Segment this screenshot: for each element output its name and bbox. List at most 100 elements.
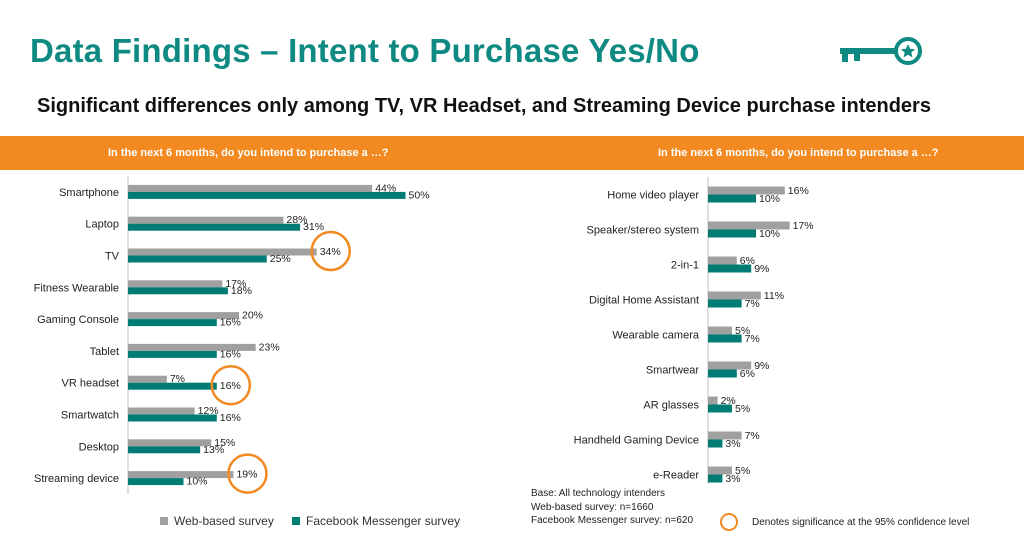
bar-value-label: 10% (759, 228, 780, 240)
category-label: Speaker/stereo system (587, 225, 700, 237)
legend-web-label: Web-based survey (174, 514, 274, 528)
left-chart-banner: In the next 6 months, do you intend to p… (0, 136, 520, 170)
fb-survey-bar (128, 191, 406, 199)
bar-value-label: 2% (721, 395, 736, 407)
bar-value-label: 3% (725, 473, 740, 484)
bar-value-label: 34% (320, 246, 341, 258)
web-survey-bar (128, 407, 195, 415)
bar-value-label: 15% (214, 437, 235, 449)
left-bar-chart: Smartphone 44% 50% Laptop 28%31% TV 34% 25% Fitn… (34, 176, 430, 494)
web-survey-bar (128, 375, 167, 383)
right-chart-banner: In the next 6 months, do you intend to p… (520, 136, 1024, 170)
significance-legend: Denotes significance at the 95% confiden… (720, 513, 969, 531)
bar-value-label: 19% (236, 469, 257, 481)
category-label: Smartwear (646, 365, 700, 377)
fb-survey-bar (708, 299, 742, 308)
bar-value-label: 5% (735, 403, 750, 415)
fb-survey-bar (128, 478, 184, 486)
bar-value-label: 11% (764, 290, 784, 302)
category-label: AR glasses (643, 400, 699, 412)
bar-value-label: 7% (745, 430, 760, 442)
page-title: Data Findings – Intent to Purchase Yes/N… (30, 32, 700, 69)
web-survey-bar (708, 221, 790, 230)
bar-value-label: 16% (220, 317, 241, 329)
fb-survey-bar (128, 255, 267, 263)
bar-value-label: 20% (242, 310, 263, 322)
web-survey-bar (128, 248, 317, 256)
right-bar-chart: Home video player 16% 10% Speaker/stereo sy… (574, 177, 814, 484)
page-subtitle: Significant differences only among TV, V… (37, 95, 931, 117)
category-label: VR headset (62, 378, 119, 390)
legend-fb: Facebook Messenger survey (292, 514, 460, 528)
web-survey-bar (708, 466, 732, 475)
fb-survey-bar (708, 439, 723, 448)
bar-value-label: 12% (198, 405, 219, 417)
legend-web-swatch (160, 517, 168, 525)
category-label: Wearable camera (612, 330, 699, 342)
significance-highlight-circle (310, 230, 351, 272)
significance-circle-icon (720, 513, 738, 531)
web-survey-bar (708, 431, 742, 440)
bar-value-label: 25% (270, 253, 291, 265)
category-label: Streaming device (34, 473, 119, 485)
bar-value-label: 44% (375, 182, 396, 194)
category-label: Gaming Console (37, 314, 119, 326)
bar-value-label: 9% (754, 360, 769, 372)
category-label: Smartwatch (61, 410, 119, 422)
bar-value-label: 6% (740, 368, 755, 380)
base-note: Base: All technology intenders Web-based… (531, 487, 693, 528)
bar-value-label: 31% (303, 221, 324, 233)
legend-web: Web-based survey (160, 514, 274, 528)
fb-survey-bar (128, 446, 201, 454)
fb-survey-bar (708, 229, 756, 238)
legend-fb-swatch (292, 517, 300, 525)
web-survey-bar (128, 439, 212, 447)
significance-highlight-circle (227, 453, 268, 494)
bar-value-label: 7% (745, 298, 760, 310)
fb-survey-bar (708, 194, 756, 203)
fb-survey-bar (128, 223, 301, 231)
category-label: Smartphone (59, 187, 119, 199)
category-label: TV (105, 251, 120, 263)
web-survey-bar (128, 216, 284, 224)
category-label: Fitness Wearable (34, 282, 119, 294)
fb-survey-bar (128, 350, 217, 358)
base-note-web-n: Web-based survey: n=1660 (531, 501, 654, 513)
category-label: Desktop (79, 441, 119, 453)
fb-survey-bar (128, 319, 217, 327)
significance-highlight-circle (210, 364, 252, 406)
web-survey-bar (128, 471, 234, 479)
fb-survey-bar (128, 382, 217, 390)
base-note-fb-n: Facebook Messenger survey: n=620 (531, 515, 694, 526)
bar-value-label: 50% (409, 189, 430, 201)
bar-value-label: 16% (788, 185, 809, 197)
bar-value-label: 10% (759, 193, 780, 205)
web-survey-bar (128, 312, 239, 320)
web-survey-bar (708, 361, 752, 370)
fb-survey-bar (128, 414, 217, 422)
bar-value-label: 6% (740, 255, 755, 267)
bar-value-label: 5% (735, 325, 750, 337)
bar-value-label: 16% (220, 380, 241, 392)
category-label: Digital Home Assistant (589, 295, 699, 307)
bar-value-label: 10% (187, 476, 208, 488)
bar-value-label: 3% (725, 438, 740, 450)
web-survey-bar (708, 256, 737, 265)
bar-value-label: 16% (220, 348, 241, 360)
bar-value-label: 18% (231, 285, 252, 297)
significance-label: Denotes significance at the 95% confiden… (752, 516, 970, 528)
bar-value-label: 17% (793, 220, 814, 232)
bar-value-label: 23% (259, 341, 280, 353)
fb-survey-bar (128, 287, 228, 295)
web-survey-bar (708, 291, 761, 300)
web-survey-bar (708, 396, 718, 405)
web-survey-bar (128, 280, 223, 288)
web-survey-bar (128, 343, 256, 351)
category-label: Handheld Gaming Device (574, 435, 699, 447)
fb-survey-bar (708, 474, 723, 483)
fb-survey-bar (708, 264, 752, 273)
category-label: 2-in-1 (671, 260, 699, 272)
legend-fb-label: Facebook Messenger survey (306, 514, 461, 528)
bar-value-label: 16% (220, 412, 241, 424)
bar-value-label: 5% (735, 465, 750, 477)
